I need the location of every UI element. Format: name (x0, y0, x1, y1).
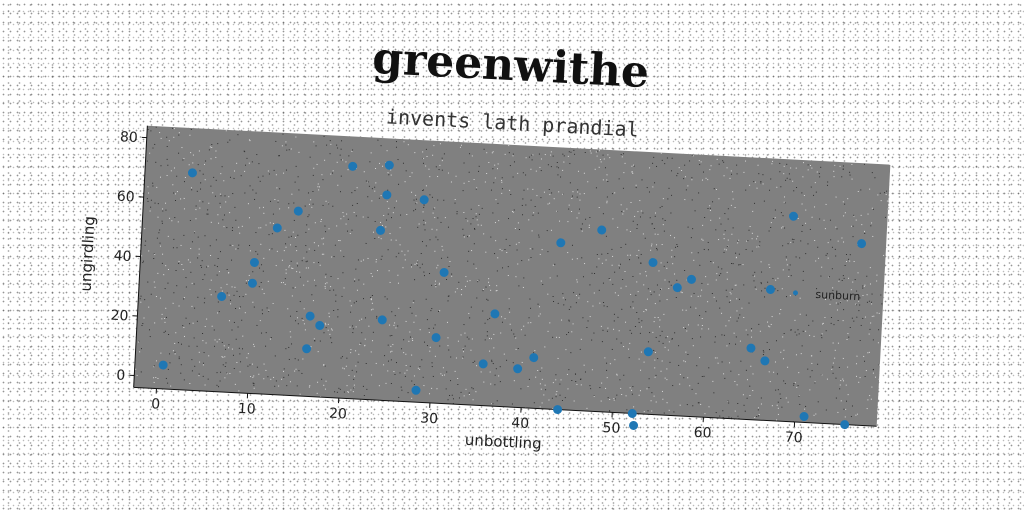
data-point (490, 309, 500, 319)
x-tick-label: 10 (237, 401, 256, 418)
x-tick-label: 70 (784, 430, 803, 447)
data-point (799, 411, 809, 421)
data-point (377, 315, 387, 325)
data-point (746, 343, 756, 353)
chart-title: greenwithe (371, 33, 650, 98)
x-tick-label: 0 (151, 396, 161, 412)
data-point (597, 225, 607, 235)
chart-subtitle: invents lath prandial (385, 104, 639, 141)
data-point (760, 356, 770, 366)
plot-area (133, 125, 891, 427)
data-point (158, 360, 168, 370)
data-point (419, 195, 429, 205)
data-point (431, 333, 441, 343)
data-point (857, 239, 867, 249)
data-point (672, 283, 682, 293)
data-point (411, 385, 421, 395)
data-point (382, 190, 392, 200)
data-point (305, 311, 315, 321)
data-point (315, 321, 325, 331)
x-tick-label: 50 (602, 420, 621, 437)
data-point (789, 211, 799, 221)
data-point (217, 292, 227, 302)
y-axis-label: ungirdling (77, 216, 99, 292)
data-point (348, 161, 358, 171)
data-point (247, 278, 257, 288)
x-tick-label: 40 (511, 415, 530, 432)
data-point (376, 225, 386, 235)
data-point (648, 258, 658, 268)
y-tick-label: 0 (116, 368, 126, 384)
data-point (553, 405, 563, 415)
data-point (249, 258, 259, 268)
data-point (686, 274, 696, 284)
data-point (556, 238, 566, 248)
data-point (293, 206, 303, 216)
y-tick-label: 80 (119, 129, 138, 146)
data-point (439, 267, 449, 277)
data-point (302, 344, 312, 354)
data-point (529, 353, 539, 363)
data-point (629, 420, 639, 430)
data-point (643, 347, 653, 357)
plot-group: 0 10 20 30 40 50 60 70 0 20 40 60 80 unbottling ungird… (77, 125, 891, 453)
data-point (478, 359, 488, 369)
x-tick-label: 60 (693, 425, 712, 442)
data-point (765, 285, 775, 295)
data-point (187, 168, 197, 178)
legend-marker (793, 290, 799, 296)
y-tick-label: 40 (113, 248, 132, 265)
data-point (384, 160, 394, 170)
x-axis-line (133, 386, 877, 427)
x-tick-label: 30 (420, 410, 439, 427)
x-tick-label: 20 (329, 406, 348, 423)
y-tick-label: 60 (116, 189, 135, 206)
legend-label: sunburn (815, 288, 861, 303)
data-point (627, 408, 637, 418)
data-point (840, 420, 850, 430)
data-point (513, 364, 523, 374)
y-tick-label: 20 (110, 308, 129, 325)
data-point (272, 223, 282, 233)
x-axis-label: unbottling (464, 431, 542, 453)
